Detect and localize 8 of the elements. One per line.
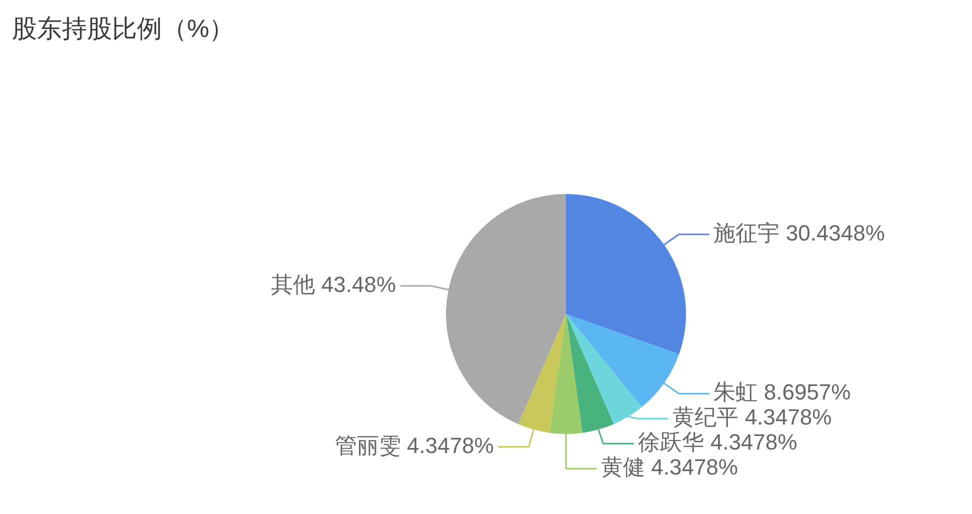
chart-title: 股东持股比例（%） <box>12 14 234 43</box>
slice-label: 施征宇 30.4348% <box>714 220 885 246</box>
slice-label: 管丽雯 4.3478% <box>334 432 494 458</box>
slice-label: 徐跃华 4.3478% <box>638 430 798 455</box>
slice-label: 其他 43.48% <box>271 272 396 297</box>
slice-label: 黄健 4.3478% <box>601 454 738 480</box>
slice-label: 朱虹 8.6957% <box>714 380 851 405</box>
slice-label: 黄纪平 4.3478% <box>672 404 832 430</box>
